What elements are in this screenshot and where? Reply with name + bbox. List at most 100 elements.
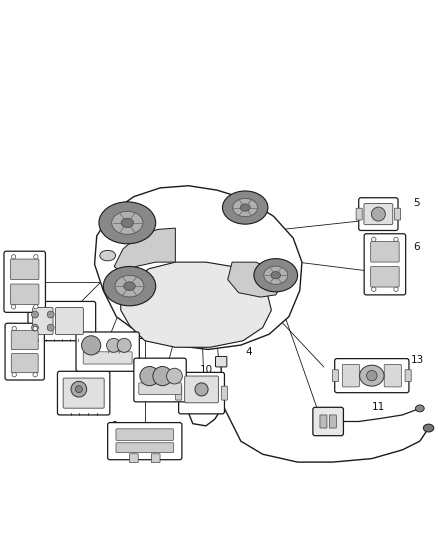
Ellipse shape <box>33 373 37 377</box>
FancyBboxPatch shape <box>151 454 160 463</box>
FancyBboxPatch shape <box>359 198 398 230</box>
Ellipse shape <box>33 326 37 331</box>
FancyBboxPatch shape <box>11 259 39 279</box>
FancyBboxPatch shape <box>329 415 336 428</box>
FancyBboxPatch shape <box>343 365 360 387</box>
Ellipse shape <box>416 405 424 412</box>
FancyBboxPatch shape <box>33 308 53 335</box>
Ellipse shape <box>47 311 54 318</box>
Ellipse shape <box>254 259 297 292</box>
FancyBboxPatch shape <box>63 378 104 408</box>
Text: 10: 10 <box>199 366 212 375</box>
Polygon shape <box>121 262 272 348</box>
Text: 13: 13 <box>411 356 424 365</box>
Ellipse shape <box>424 424 434 432</box>
Ellipse shape <box>32 311 39 318</box>
FancyBboxPatch shape <box>364 234 406 295</box>
Text: 9: 9 <box>88 366 95 375</box>
Ellipse shape <box>153 367 172 386</box>
Polygon shape <box>114 228 175 273</box>
Ellipse shape <box>115 276 144 297</box>
Text: 1: 1 <box>138 332 145 341</box>
Ellipse shape <box>394 237 398 241</box>
Ellipse shape <box>394 287 398 292</box>
FancyBboxPatch shape <box>395 208 401 220</box>
Ellipse shape <box>371 287 376 292</box>
FancyBboxPatch shape <box>332 370 339 382</box>
FancyBboxPatch shape <box>11 354 38 373</box>
FancyBboxPatch shape <box>11 284 39 304</box>
FancyBboxPatch shape <box>313 407 343 435</box>
Text: 2: 2 <box>19 330 26 341</box>
FancyBboxPatch shape <box>371 241 399 262</box>
Ellipse shape <box>264 266 288 285</box>
Ellipse shape <box>223 191 268 224</box>
Ellipse shape <box>103 266 155 306</box>
Ellipse shape <box>99 202 155 244</box>
Ellipse shape <box>121 218 134 228</box>
FancyBboxPatch shape <box>371 266 399 287</box>
Ellipse shape <box>271 272 281 279</box>
Ellipse shape <box>195 383 208 396</box>
FancyBboxPatch shape <box>356 208 362 220</box>
FancyBboxPatch shape <box>364 204 393 224</box>
Text: 6: 6 <box>110 421 117 431</box>
Ellipse shape <box>166 368 182 384</box>
Ellipse shape <box>12 326 16 331</box>
FancyBboxPatch shape <box>221 386 227 400</box>
FancyBboxPatch shape <box>83 352 132 364</box>
Polygon shape <box>95 185 302 350</box>
FancyBboxPatch shape <box>4 251 46 312</box>
Text: 4: 4 <box>245 346 252 357</box>
Text: 6: 6 <box>413 242 420 252</box>
FancyBboxPatch shape <box>76 332 139 372</box>
FancyBboxPatch shape <box>320 415 327 428</box>
FancyBboxPatch shape <box>11 330 38 350</box>
Ellipse shape <box>34 255 38 259</box>
Ellipse shape <box>81 336 101 355</box>
Ellipse shape <box>233 198 258 217</box>
FancyBboxPatch shape <box>335 359 409 393</box>
Ellipse shape <box>71 381 87 397</box>
FancyBboxPatch shape <box>384 365 401 387</box>
FancyBboxPatch shape <box>56 308 83 335</box>
FancyBboxPatch shape <box>215 357 227 367</box>
Text: 5: 5 <box>413 198 420 208</box>
FancyBboxPatch shape <box>5 323 44 380</box>
FancyBboxPatch shape <box>116 429 173 440</box>
Ellipse shape <box>112 211 143 235</box>
FancyBboxPatch shape <box>130 454 138 463</box>
Ellipse shape <box>11 255 16 259</box>
FancyBboxPatch shape <box>176 386 182 400</box>
Text: 8: 8 <box>19 254 26 264</box>
Polygon shape <box>228 262 283 297</box>
Ellipse shape <box>34 304 38 309</box>
Ellipse shape <box>124 282 135 290</box>
Ellipse shape <box>117 338 131 352</box>
Ellipse shape <box>100 251 116 261</box>
Ellipse shape <box>32 324 39 331</box>
Ellipse shape <box>371 237 376 241</box>
FancyBboxPatch shape <box>28 302 95 341</box>
Ellipse shape <box>240 204 250 211</box>
Ellipse shape <box>140 367 159 386</box>
Ellipse shape <box>367 370 377 381</box>
FancyBboxPatch shape <box>57 372 110 415</box>
Ellipse shape <box>12 373 16 377</box>
FancyBboxPatch shape <box>139 383 181 394</box>
FancyBboxPatch shape <box>179 373 224 414</box>
Text: 7: 7 <box>42 301 49 311</box>
Ellipse shape <box>360 365 384 386</box>
Ellipse shape <box>106 338 120 352</box>
FancyBboxPatch shape <box>116 443 173 453</box>
FancyBboxPatch shape <box>108 423 182 459</box>
FancyBboxPatch shape <box>134 358 186 402</box>
Text: 3: 3 <box>145 359 152 369</box>
Ellipse shape <box>47 324 54 331</box>
Ellipse shape <box>371 207 385 221</box>
FancyBboxPatch shape <box>405 370 411 382</box>
Ellipse shape <box>75 386 82 393</box>
FancyBboxPatch shape <box>185 376 219 403</box>
Ellipse shape <box>11 304 16 309</box>
Text: 11: 11 <box>372 402 385 412</box>
